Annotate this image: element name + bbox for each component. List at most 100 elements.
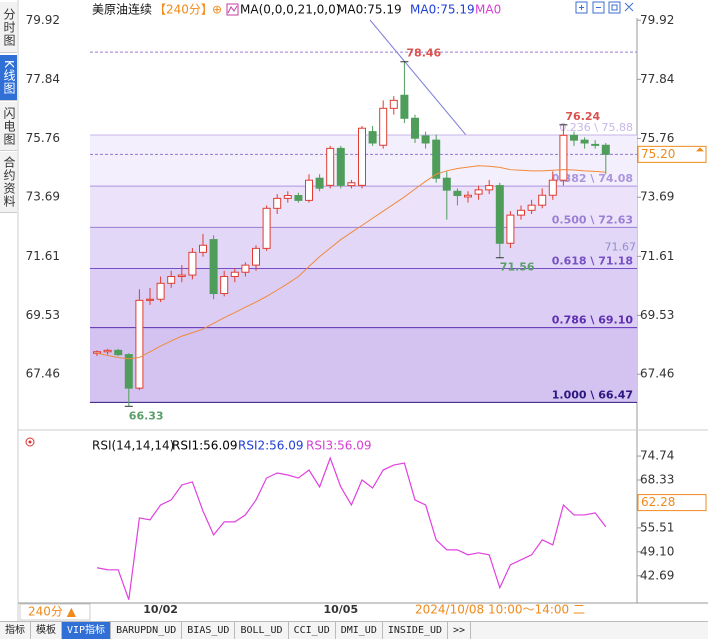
bottom-tab[interactable]: 模板: [31, 622, 62, 639]
candle-body: [146, 298, 154, 301]
ma-icon-line: [227, 5, 238, 14]
y-tick-label-left: 79.92: [26, 13, 60, 27]
candle-body: [453, 190, 462, 197]
side-tab[interactable]: K线图: [0, 55, 17, 101]
candle-body: [485, 185, 494, 191]
ma-value: MA0:75.19: [337, 3, 402, 17]
side-tab[interactable]: 合约资料: [0, 152, 17, 213]
side-tab[interactable]: 闪电图: [0, 102, 17, 151]
y-tick-label-left: 67.46: [26, 367, 60, 381]
candle-body: [230, 271, 239, 277]
y-tick-label: 79.92: [640, 13, 674, 27]
side-tab[interactable]: 分时图: [0, 2, 17, 53]
candle-body: [548, 179, 557, 196]
y-tick-label-left: 69.53: [26, 308, 60, 322]
period-button[interactable]: 240分 ▲: [28, 605, 77, 619]
bottom-tab[interactable]: BARUPDN_UD: [111, 622, 183, 639]
tool-button[interactable]: [575, 1, 588, 14]
fib-label: 0.382 \ 74.08: [552, 172, 633, 185]
bottom-tab[interactable]: BIAS_UD: [182, 622, 236, 639]
candle-body: [156, 282, 165, 300]
rsi-settings-dot: [28, 440, 32, 444]
candle-body: [591, 143, 600, 146]
candle-body: [517, 209, 525, 216]
fib-label: 0.618 \ 71.18: [552, 255, 633, 268]
candle-body: [199, 244, 207, 253]
period-button-box[interactable]: [19, 603, 91, 621]
candle-body: [114, 349, 123, 356]
cursor-time: 2024/10/08 10:00～14:00 二: [415, 603, 585, 617]
ma-icon[interactable]: [226, 3, 239, 16]
rsi-line: [96, 456, 607, 600]
y-tick-label: 73.69: [640, 190, 674, 204]
candle-body: [326, 147, 335, 186]
y-tick-label-left: 77.84: [26, 72, 60, 86]
y-tick-label-left: 73.69: [26, 190, 60, 204]
candle-body: [124, 354, 133, 389]
legend-entry: RSI2:56.09: [238, 439, 304, 453]
rsi-value-label: 62.28: [641, 495, 675, 509]
fib-band: [90, 186, 637, 228]
tool-button[interactable]: [608, 1, 621, 14]
fib-label: 0.236 \ 75.88: [559, 121, 633, 134]
candle-body: [93, 351, 101, 354]
ma-value: MA0: [475, 3, 501, 17]
candle-body: [103, 349, 112, 353]
candle-body: [135, 299, 144, 389]
bottom-tab[interactable]: 指标: [0, 622, 31, 639]
candle-body: [283, 195, 292, 199]
fib-label: 1.000 \ 66.47: [552, 388, 633, 401]
candle-body: [379, 107, 388, 146]
candle-body: [400, 94, 409, 119]
bottom-tab[interactable]: CCI_UD: [289, 622, 336, 639]
extreme-label: 76.24: [565, 110, 600, 123]
period: 【240分】: [154, 3, 213, 17]
rsi-settings-icon[interactable]: [25, 437, 35, 447]
ma-params: MA(0,0,0,21,0,0): [240, 3, 340, 17]
y-tick-label: 74.74: [640, 449, 674, 463]
fib-label: 0.500 \ 72.63: [552, 213, 633, 226]
candle-body: [305, 179, 313, 201]
candle-body: [262, 207, 271, 249]
x-tick-label: 10/05: [323, 603, 358, 616]
fib-label: 0.786 \ 69.10: [552, 314, 634, 327]
y-tick-label-left: 75.76: [26, 131, 60, 145]
bottom-tab[interactable]: >>: [448, 622, 472, 639]
legend-entry: RSI1:56.09: [172, 439, 238, 453]
y-tick-label: 67.46: [640, 367, 674, 381]
fib-band: [90, 227, 637, 269]
candle-body: [336, 147, 345, 186]
bottom-tab[interactable]: INSIDE_UD: [383, 622, 449, 639]
y-tick-label: 71.61: [640, 249, 674, 263]
candle-body: [252, 247, 260, 266]
bottom-tab[interactable]: VIP指标: [62, 622, 112, 639]
bottom-tab[interactable]: BOLL_UD: [235, 622, 289, 639]
y-tick-label: 75.76: [640, 131, 674, 145]
trend-label: 71.67: [605, 241, 637, 254]
candle-body: [538, 194, 547, 206]
bottom-tab[interactable]: DMI_UD: [336, 622, 383, 639]
candle-body: [167, 275, 176, 284]
x-tick-label: 10/02: [143, 603, 178, 616]
y-tick-label: 55.51: [640, 520, 674, 534]
tool-button[interactable]: [592, 1, 605, 14]
ma-value: MA0:75.19: [410, 3, 475, 17]
candle-body: [495, 185, 504, 244]
candle-body: [580, 139, 589, 144]
rsi-title: RSI(14,14,14): [92, 439, 174, 453]
candle-body: [432, 139, 441, 179]
rsi-value-box: [637, 494, 707, 512]
y-tick-label: 49.10: [640, 544, 674, 558]
add-icon[interactable]: ⊕: [212, 3, 222, 17]
candle-body: [474, 189, 483, 195]
candle-body: [358, 127, 366, 186]
y-tick-label: 69.53: [640, 308, 674, 322]
tool-glyphs: [579, 2, 634, 12]
candle-body: [241, 264, 250, 273]
candle-body: [315, 177, 324, 189]
toolbar: [575, 1, 634, 14]
candle-body: [347, 182, 356, 187]
candle-body: [209, 239, 218, 295]
